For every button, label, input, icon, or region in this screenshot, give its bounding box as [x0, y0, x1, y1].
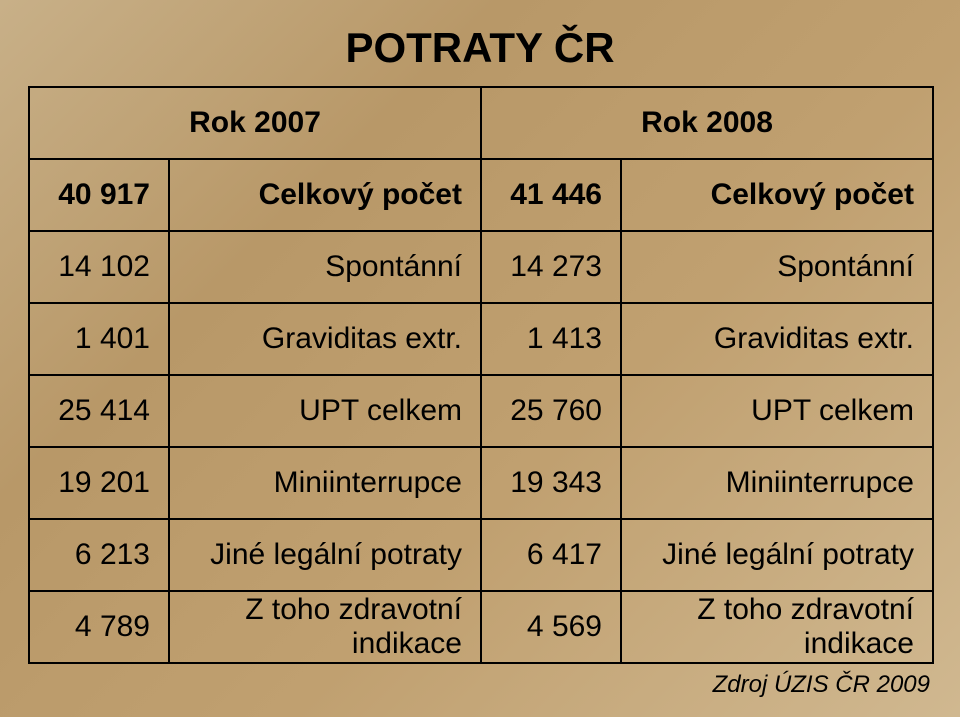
- cell-label: Celkový počet: [621, 159, 933, 231]
- cell-label: UPT celkem: [169, 375, 481, 447]
- table-row: 4 789 Z toho zdravotní indikace 4 569 Z …: [29, 591, 933, 663]
- cell-number: 6 213: [29, 519, 169, 591]
- cell-number: 1 401: [29, 303, 169, 375]
- cell-label: Miniinterrupce: [169, 447, 481, 519]
- source-citation: Zdroj ÚZIS ČR 2009: [713, 671, 930, 699]
- cell-label: UPT celkem: [621, 375, 933, 447]
- slide-container: POTRATY ČR Rok 2007 Rok 2008 40 917 Celk…: [0, 0, 960, 717]
- cell-number: 19 343: [481, 447, 621, 519]
- table-header-row: Rok 2007 Rok 2008: [29, 87, 933, 159]
- cell-number: 4 789: [29, 591, 169, 663]
- cell-label: Z toho zdravotní indikace: [621, 591, 933, 663]
- cell-number: 41 446: [481, 159, 621, 231]
- cell-label: Celkový počet: [169, 159, 481, 231]
- cell-number: 25 414: [29, 375, 169, 447]
- cell-label: Miniinterrupce: [621, 447, 933, 519]
- table-row: 14 102 Spontánní 14 273 Spontánní: [29, 231, 933, 303]
- cell-label: Jiné legální potraty: [169, 519, 481, 591]
- cell-number: 6 417: [481, 519, 621, 591]
- table-row: 25 414 UPT celkem 25 760 UPT celkem: [29, 375, 933, 447]
- table-row: 19 201 Miniinterrupce 19 343 Miniinterru…: [29, 447, 933, 519]
- abortions-table: Rok 2007 Rok 2008 40 917 Celkový počet 4…: [28, 86, 934, 664]
- cell-label: Graviditas extr.: [621, 303, 933, 375]
- cell-number: 1 413: [481, 303, 621, 375]
- header-year-2007: Rok 2007: [29, 87, 481, 159]
- cell-label: Z toho zdravotní indikace: [169, 591, 481, 663]
- cell-label: Jiné legální potraty: [621, 519, 933, 591]
- cell-label: Spontánní: [169, 231, 481, 303]
- cell-label: Graviditas extr.: [169, 303, 481, 375]
- cell-number: 14 102: [29, 231, 169, 303]
- slide-title: POTRATY ČR: [0, 24, 960, 72]
- table-row: 40 917 Celkový počet 41 446 Celkový poče…: [29, 159, 933, 231]
- header-year-2008: Rok 2008: [481, 87, 933, 159]
- cell-number: 25 760: [481, 375, 621, 447]
- cell-number: 19 201: [29, 447, 169, 519]
- cell-number: 40 917: [29, 159, 169, 231]
- cell-number: 4 569: [481, 591, 621, 663]
- cell-label: Spontánní: [621, 231, 933, 303]
- table-row: 1 401 Graviditas extr. 1 413 Graviditas …: [29, 303, 933, 375]
- cell-number: 14 273: [481, 231, 621, 303]
- table-row: 6 213 Jiné legální potraty 6 417 Jiné le…: [29, 519, 933, 591]
